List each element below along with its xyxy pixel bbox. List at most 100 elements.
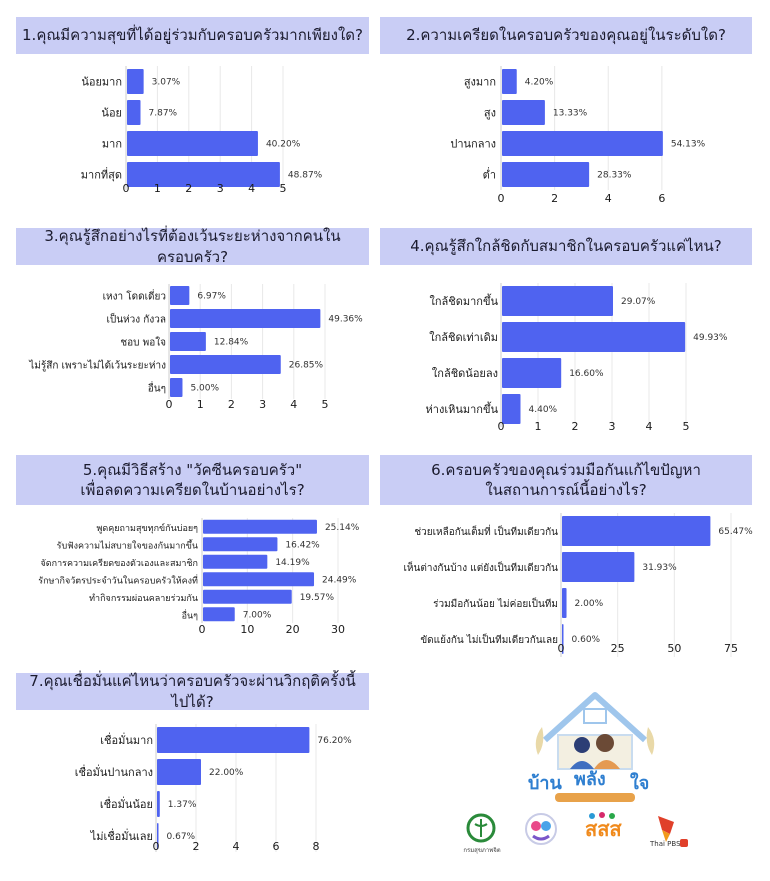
x-tick-label: 30 <box>331 623 345 636</box>
x-tick-label: 4 <box>248 182 255 195</box>
x-tick-label: 5 <box>280 182 287 195</box>
logo-word-3: ใจ <box>630 772 649 794</box>
chart-1-title: 1.คุณมีความสุขที่ได้อยู่ร่วมกับครอบครัวม… <box>16 17 369 54</box>
category-label: มาก <box>102 138 122 151</box>
data-label: 26.85% <box>289 361 324 371</box>
logo-word-1: บ้าน <box>528 773 563 794</box>
chart-7: เชื่อมั่นมาก 76.20% เชื่อมั่นปานกลาง 22.00%… <box>75 724 352 853</box>
chart-5: พูดคุยถามสุขทุกข์กันบ่อยๆ 25.14% รับฟังควา… <box>38 518 360 636</box>
data-label: 19.57% <box>300 593 335 603</box>
data-label: 40.20% <box>266 140 301 150</box>
category-label: น้อยมาก <box>81 76 122 89</box>
x-tick-label: 2 <box>193 840 200 853</box>
bar <box>502 394 521 424</box>
sss-logo-icon: สสส <box>585 812 622 841</box>
category-label: ร่วมมือกันน้อย ไม่ค่อยเป็นทีม <box>433 596 558 610</box>
x-tick-label: 0 <box>123 182 130 195</box>
category-label: อื่นๆ <box>148 381 166 395</box>
bar <box>502 69 517 94</box>
data-label: 65.47% <box>718 527 753 537</box>
bar <box>562 624 564 654</box>
data-label: 4.40% <box>529 405 558 415</box>
data-label: 14.19% <box>275 558 310 568</box>
ministry-label: กรมสุขภาพจิต <box>463 847 501 854</box>
x-tick-label: 4 <box>646 420 653 433</box>
category-label: เหงา โดดเดี่ยว <box>103 289 166 303</box>
chart-1: น้อยมาก 3.07% น้อย 7.87% มาก 40.20% มากที่สุด 4… <box>81 66 323 195</box>
data-label: 0.60% <box>572 635 601 645</box>
x-tick-label: 0 <box>199 623 206 636</box>
chart-3: เหงา โดดเดี่ยว 6.97% เป็นห่วง กังวล 49.36% ช… <box>28 284 363 411</box>
bar <box>170 378 183 397</box>
x-tick-label: 0 <box>153 840 160 853</box>
data-label: 3.07% <box>152 78 181 88</box>
category-label: สูงมาก <box>464 76 496 89</box>
data-label: 25.14% <box>325 523 360 533</box>
data-label: 29.07% <box>621 297 656 307</box>
category-label: เชื่อมั่นปานกลาง <box>75 764 153 779</box>
x-tick-label: 75 <box>724 642 738 655</box>
x-tick-label: 2 <box>185 182 192 195</box>
x-tick-label: 5 <box>322 398 329 411</box>
ministry-emblem-icon <box>466 813 496 843</box>
category-label: เป็นห่วง กังวล <box>106 312 166 326</box>
chart-5-title: 5.คุณมีวิธีสร้าง "วัคซีนครอบครัว" เพื่อล… <box>16 455 369 505</box>
category-label: มากที่สุด <box>81 167 122 182</box>
data-label: 48.87% <box>288 171 323 181</box>
data-label: 54.13% <box>671 140 706 150</box>
data-label: 49.36% <box>328 315 363 325</box>
chart-3-title: 3.คุณรู้สึกอย่างไรที่ต้องเว้นระยะห่างจาก… <box>16 227 369 266</box>
x-tick-label: 8 <box>313 840 320 853</box>
bar <box>170 309 321 328</box>
x-tick-label: 5 <box>683 420 690 433</box>
data-label: 49.93% <box>693 333 728 343</box>
bar <box>502 286 613 316</box>
data-label: 2.00% <box>575 599 604 609</box>
x-tick-label: 1 <box>535 420 542 433</box>
category-label: เชื่อมั่นน้อย <box>100 796 153 811</box>
category-label: น้อย <box>101 107 122 120</box>
x-tick-label: 25 <box>611 642 625 655</box>
x-tick-label: 3 <box>217 182 224 195</box>
data-label: 6.97% <box>197 292 226 302</box>
category-label: อื่นๆ <box>182 608 199 621</box>
bar <box>203 572 315 587</box>
bar <box>203 554 268 569</box>
chart-6-title: 6.ครอบครัวของคุณร่วมมือกันแก้ไขปัญหา ในส… <box>380 455 752 505</box>
data-label: 28.33% <box>597 171 632 181</box>
x-tick-label: 4 <box>605 192 612 205</box>
chart-2-title: 2.ความเครียดในครอบครัวของคุณอยู่ในระดับใ… <box>380 17 752 54</box>
chart-4: ใกล้ชิดมากขึ้น 29.07% ใกล้ชิดเท่าเดิม 49.93… <box>426 283 728 433</box>
data-label: 4.20% <box>525 78 554 88</box>
category-label: จัดการความเครียดของตัวเองและสมาชิก <box>41 558 198 569</box>
data-label: 13.33% <box>553 109 588 119</box>
category-label: ไม่รู้สึก เพราะไม่ได้เว้นระยะห่าง <box>28 360 166 372</box>
data-label: 5.00% <box>190 384 219 394</box>
data-label: 76.20% <box>317 736 352 746</box>
sss-wordmark: สสส <box>585 817 622 841</box>
category-label: ไม่เชื่อมั่นเลย <box>90 828 153 843</box>
bar <box>170 286 190 305</box>
x-tick-label: 2 <box>572 420 579 433</box>
thai-pbs-wordmark: Thai PBS <box>649 840 681 848</box>
category-label: ใกล้ชิดน้อยลง <box>432 367 498 380</box>
logo-ribbon <box>555 793 635 802</box>
chart-6: ช่วยเหลือกันเต็มที่ เป็นทีมเดียวกัน 65.47… <box>404 513 753 657</box>
channel-badge <box>680 839 688 847</box>
category-label: พูดคุยถามสุขทุกข์กันบ่อยๆ <box>96 522 198 534</box>
x-tick-label: 3 <box>259 398 266 411</box>
bar <box>203 537 278 552</box>
bar <box>203 607 235 622</box>
bar <box>157 823 159 849</box>
category-label: ทำกิจกรรมผ่อนคลายร่วมกัน <box>89 593 198 604</box>
category-label: ห่างเหินมากขึ้น <box>426 401 499 416</box>
bar <box>502 100 545 125</box>
bar <box>562 588 567 618</box>
data-label: 7.00% <box>243 610 272 620</box>
x-tick-label: 3 <box>609 420 616 433</box>
bar <box>502 162 590 187</box>
category-label: เชื่อมั่นมาก <box>100 732 153 747</box>
category-label: ใกล้ชิดเท่าเดิม <box>429 331 498 344</box>
chart-2: สูงมาก 4.20% สูง 13.33% ปานกลาง 54.13% ต่ำ 28.3… <box>450 66 706 205</box>
category-label: ใกล้ชิดมากขึ้น <box>429 293 498 308</box>
